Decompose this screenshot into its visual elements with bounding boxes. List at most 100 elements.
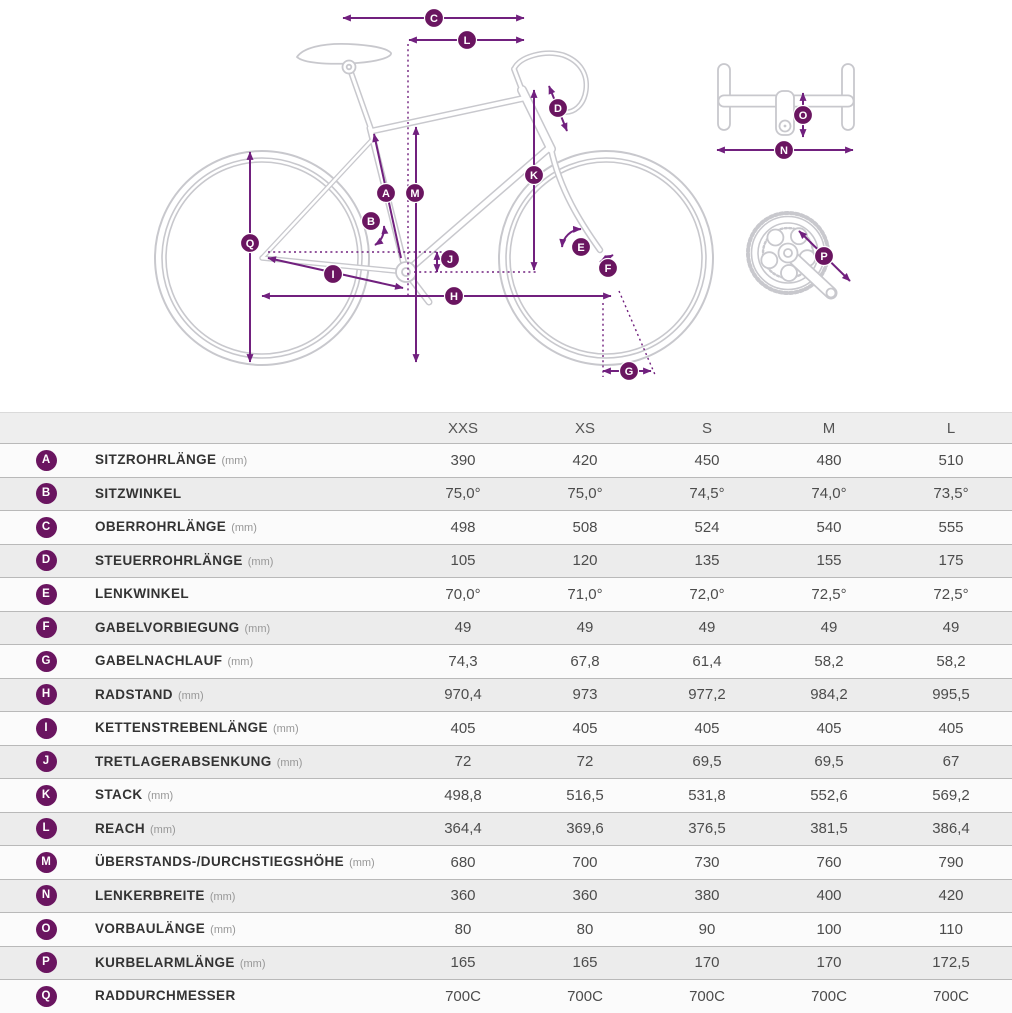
geometry-value: 555 bbox=[938, 518, 964, 536]
geometry-value: 420 bbox=[572, 451, 598, 469]
geometry-value: 360 bbox=[450, 887, 476, 905]
dimension-annotations bbox=[246, 14, 854, 378]
svg-text:Q: Q bbox=[246, 238, 255, 250]
geometry-row: O VORBAULÄNGE (mm) 80 80 90 100 110 bbox=[0, 912, 1012, 946]
size-header-m: M bbox=[822, 419, 836, 437]
parameter-name: OBERROHRLÄNGE bbox=[95, 519, 227, 535]
handlebar-front-view bbox=[717, 63, 855, 136]
geometry-value: 531,8 bbox=[688, 786, 726, 804]
parameter-unit: (mm) bbox=[227, 656, 254, 669]
geometry-value: 510 bbox=[938, 451, 964, 469]
marker-c: C bbox=[423, 7, 445, 29]
marker-b: B bbox=[360, 210, 382, 232]
row-name-cell: ÜBERSTANDS-/DURCHSTIEGSHÖHE (mm) bbox=[92, 853, 402, 871]
row-letter: G bbox=[35, 650, 57, 672]
geometry-value: 405 bbox=[938, 719, 964, 737]
geometry-row: C OBERROHRLÄNGE (mm) 498 508 524 540 555 bbox=[0, 510, 1012, 544]
parameter-unit: (mm) bbox=[244, 622, 271, 635]
parameter-unit: (mm) bbox=[150, 823, 176, 836]
row-letter: J bbox=[35, 751, 57, 773]
marker-a: A bbox=[375, 182, 397, 204]
parameter-unit: (mm) bbox=[210, 924, 236, 937]
stem-bolt-center bbox=[783, 124, 787, 128]
row-name-cell: LENKERBREITE (mm) bbox=[92, 887, 402, 905]
row-name-cell: REACH (mm) bbox=[92, 820, 402, 838]
geometry-value: 516,5 bbox=[566, 786, 604, 804]
geometry-value: 165 bbox=[450, 954, 476, 972]
geometry-value: 700C bbox=[811, 987, 847, 1005]
geometry-value: 69,5 bbox=[692, 753, 722, 771]
geometry-row: G GABELNACHLAUF (mm) 74,3 67,8 61,4 58,2 58,2 bbox=[0, 644, 1012, 678]
geometry-value: 369,6 bbox=[566, 820, 604, 838]
geometry-value: 71,0° bbox=[567, 585, 603, 603]
geometry-row: M ÜBERSTANDS-/DURCHSTIEGSHÖHE (mm) 680 700… bbox=[0, 845, 1012, 879]
row-letter: E bbox=[35, 583, 57, 605]
geometry-row: K STACK (mm) 498,8 516,5 531,8 552,6 569,2 bbox=[0, 778, 1012, 812]
row-letter-badge: B bbox=[0, 483, 92, 505]
row-letter-badge: P bbox=[0, 952, 92, 974]
svg-text:M: M bbox=[410, 188, 419, 200]
marker-j: J bbox=[439, 248, 461, 270]
geometry-value: 61,4 bbox=[692, 652, 722, 670]
parameter-name: STACK bbox=[95, 787, 143, 803]
row-letter: D bbox=[35, 550, 57, 572]
geometry-value: 172,5 bbox=[932, 954, 970, 972]
geometry-value: 420 bbox=[938, 887, 964, 905]
geometry-row: B SITZWINKEL 75,0° 75,0° 74,5° 74,0° 73,5° bbox=[0, 476, 1012, 510]
svg-text:C: C bbox=[430, 13, 438, 25]
geometry-row: A SITZROHRLÄNGE (mm) 390 420 450 480 510 bbox=[0, 443, 1012, 477]
geometry-value: 995,5 bbox=[932, 686, 970, 704]
marker-p: P bbox=[813, 245, 835, 267]
parameter-name: REACH bbox=[95, 820, 146, 836]
seatpost-clamp-bolt bbox=[345, 63, 353, 71]
row-letter: K bbox=[35, 784, 57, 806]
size-header-xxs: XXS bbox=[447, 419, 478, 437]
row-letter: P bbox=[35, 952, 57, 974]
geometry-value: 72 bbox=[576, 753, 594, 771]
geometry-value: 90 bbox=[698, 920, 716, 938]
steering-axis-dashed-line bbox=[618, 290, 657, 378]
geometry-value: 400 bbox=[816, 887, 842, 905]
parameter-name: LENKWINKEL bbox=[95, 586, 189, 602]
size-header-s: S bbox=[701, 419, 712, 437]
geometry-row: J TRETLAGERABSENKUNG (mm) 72 72 69,5 69,5 67 bbox=[0, 744, 1012, 778]
geometry-value: 175 bbox=[938, 552, 964, 570]
geometry-value: 480 bbox=[816, 451, 842, 469]
geometry-value: 49 bbox=[942, 619, 960, 637]
row-name-cell: SITZROHRLÄNGE (mm) bbox=[92, 451, 402, 469]
svg-text:D: D bbox=[554, 103, 562, 115]
geometry-value: 405 bbox=[694, 719, 720, 737]
marker-k: K bbox=[523, 164, 545, 186]
svg-text:N: N bbox=[780, 145, 788, 157]
row-name-cell: KETTENSTREBENLÄNGE (mm) bbox=[92, 719, 402, 737]
row-letter: H bbox=[35, 684, 57, 706]
geometry-value: 72,5° bbox=[933, 585, 969, 603]
row-name-cell: STACK (mm) bbox=[92, 786, 402, 804]
svg-text:A: A bbox=[382, 188, 390, 200]
marker-h: H bbox=[443, 285, 465, 307]
row-name-cell: OBERROHRLÄNGE (mm) bbox=[92, 518, 402, 536]
geometry-value: 700 bbox=[572, 853, 598, 871]
geometry-value: 49 bbox=[576, 619, 594, 637]
svg-text:G: G bbox=[625, 366, 634, 378]
svg-text:K: K bbox=[530, 170, 538, 182]
parameter-name: KURBELARMLÄNGE bbox=[95, 954, 235, 970]
geometry-value: 80 bbox=[454, 920, 472, 938]
parameter-name: SITZWINKEL bbox=[95, 485, 182, 501]
geometry-value: 170 bbox=[694, 954, 720, 972]
geometry-value: 540 bbox=[816, 518, 842, 536]
geometry-table-header: XXS XS S M L bbox=[0, 412, 1012, 443]
geometry-value: 72 bbox=[454, 753, 472, 771]
geometry-value: 405 bbox=[572, 719, 598, 737]
row-letter-badge: K bbox=[0, 784, 92, 806]
row-letter-badge: I bbox=[0, 717, 92, 739]
row-letter: C bbox=[35, 516, 57, 538]
row-letter-badge: C bbox=[0, 516, 92, 538]
row-letter: O bbox=[35, 918, 57, 940]
geometry-value: 74,3 bbox=[448, 652, 478, 670]
geometry-value: 135 bbox=[694, 552, 720, 570]
parameter-name: TRETLAGERABSENKUNG bbox=[95, 753, 272, 769]
svg-text:O: O bbox=[799, 110, 808, 122]
row-name-cell: GABELVORBIEGUNG (mm) bbox=[92, 619, 402, 637]
geometry-value: 155 bbox=[816, 552, 842, 570]
